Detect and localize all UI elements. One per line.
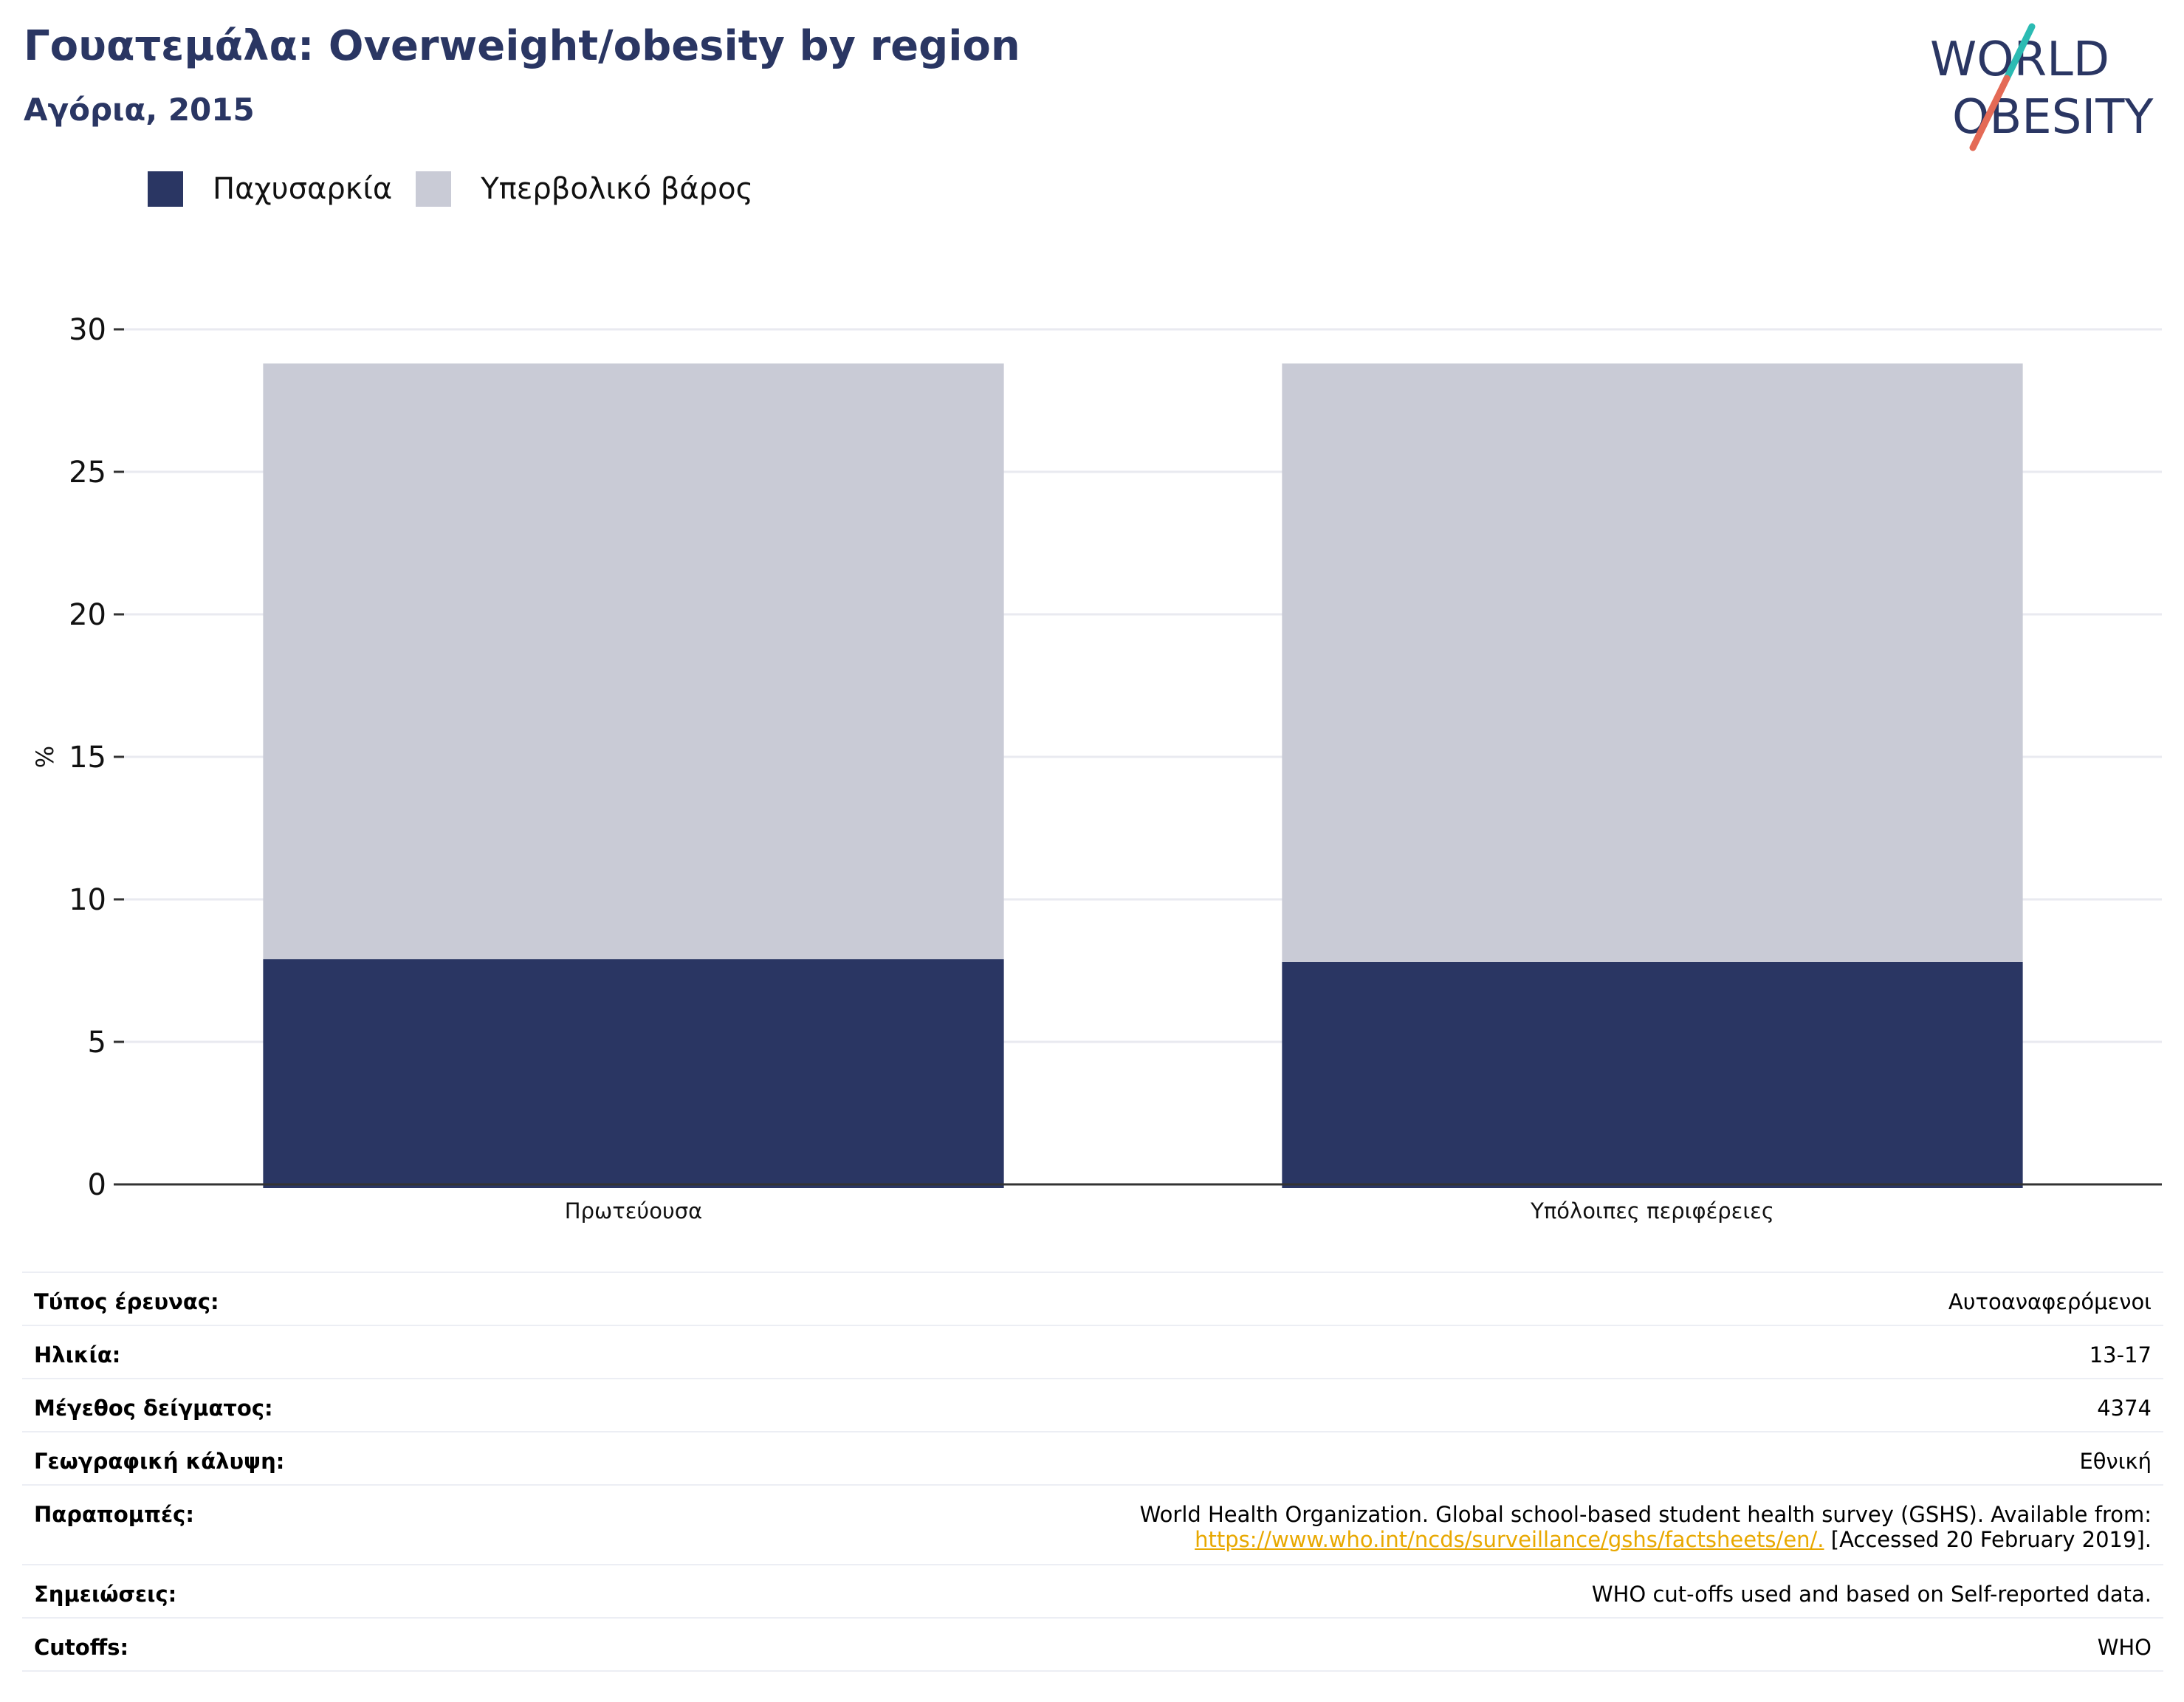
info-label: Ηλικία: [22, 1325, 471, 1379]
bar-segment-obesity [1282, 961, 2023, 1188]
info-label: Μέγεθος δείγματος: [22, 1378, 471, 1432]
info-row-references: Παραπομπές: World Health Organization. G… [22, 1484, 2163, 1565]
reference-text: World Health Organization. Global school… [1139, 1502, 2152, 1527]
info-row-survey-type: Τύπος έρευνας: Αυτοαναφερόμενοι [22, 1272, 2163, 1325]
stacked-bar-chart: 0 5 10 15 20 25 30% Πρωτεύουσα Υπόλοιπες περιφέρ… [31, 313, 2162, 1224]
logo-line2: OBESITY [1952, 90, 2154, 145]
y-tick-label: 0 [88, 1168, 106, 1202]
info-label: Cutoffs: [22, 1617, 471, 1672]
info-label: Παραπομπές: [22, 1484, 471, 1565]
legend-item-obesity: Παχυσαρκία [148, 171, 392, 207]
info-value: 4374 [470, 1378, 2163, 1432]
info-value: 13-17 [470, 1325, 2163, 1379]
info-value: Εθνική [470, 1431, 2163, 1485]
legend-item-overweight: Υπερβολικό βάρος [416, 171, 753, 207]
legend-label-overweight: Υπερβολικό βάρος [481, 172, 754, 206]
y-tick-label: 30 [69, 313, 106, 347]
bar-segment-obesity [263, 959, 1004, 1188]
x-tick-label: Πρωτεύουσα [565, 1198, 702, 1224]
y-tick-label: 5 [88, 1026, 106, 1060]
survey-info-table: Τύπος έρευνας: Αυτοαναφερόμενοι Ηλικία: … [22, 1272, 2163, 1672]
y-tick-label: 25 [69, 456, 106, 490]
info-row-age: Ηλικία: 13-17 [22, 1325, 2163, 1379]
info-value-references: World Health Organization. Global school… [470, 1484, 2163, 1565]
info-value: Αυτοαναφερόμενοι [470, 1272, 2163, 1325]
chart-subtitle: Αγόρια, 2015 [24, 92, 255, 128]
logo-teal-stroke [2003, 23, 2036, 82]
y-tick-label: 10 [69, 883, 106, 917]
chart-title: Γουατεμάλα: Overweight/obesity by region [24, 22, 1020, 70]
world-obesity-logo: WORLD OBESITY [1930, 23, 2154, 151]
info-row-sample-size: Μέγεθος δείγματος: 4374 [22, 1378, 2163, 1432]
x-tick-label: Υπόλοιπες περιφέρειες [1530, 1198, 1774, 1224]
legend-swatch-obesity [148, 171, 183, 207]
legend-swatch-overweight [416, 171, 452, 207]
logo-coral-stroke [1969, 75, 2010, 151]
info-row-notes: Σημειώσεις: WHO cut-offs used and based … [22, 1564, 2163, 1618]
bar-segment-overweight [263, 363, 1004, 960]
y-tick-label: 20 [69, 598, 106, 632]
y-tick-label: 15 [69, 741, 106, 775]
logo-line1: WORLD [1930, 32, 2109, 87]
info-label: Σημειώσεις: [22, 1564, 471, 1618]
chart-legend: Παχυσαρκία Υπερβολικό βάρος [148, 168, 777, 210]
reference-accessed: [Accessed 20 February 2019]. [1830, 1527, 2152, 1552]
y-axis-label: % [31, 746, 59, 768]
info-label: Τύπος έρευνας: [22, 1272, 471, 1325]
reference-link[interactable]: https://www.who.int/ncds/surveillance/gs… [1195, 1527, 1824, 1552]
info-value: WHO cut-offs used and based on Self-repo… [470, 1564, 2163, 1618]
legend-label-obesity: Παχυσαρκία [213, 172, 393, 206]
info-row-cutoffs: Cutoffs: WHO [22, 1617, 2163, 1672]
info-row-coverage: Γεωγραφική κάλυψη: Εθνική [22, 1431, 2163, 1485]
bar-segment-overweight [1282, 363, 2023, 962]
info-label: Γεωγραφική κάλυψη: [22, 1431, 471, 1485]
info-value: WHO [470, 1617, 2163, 1672]
